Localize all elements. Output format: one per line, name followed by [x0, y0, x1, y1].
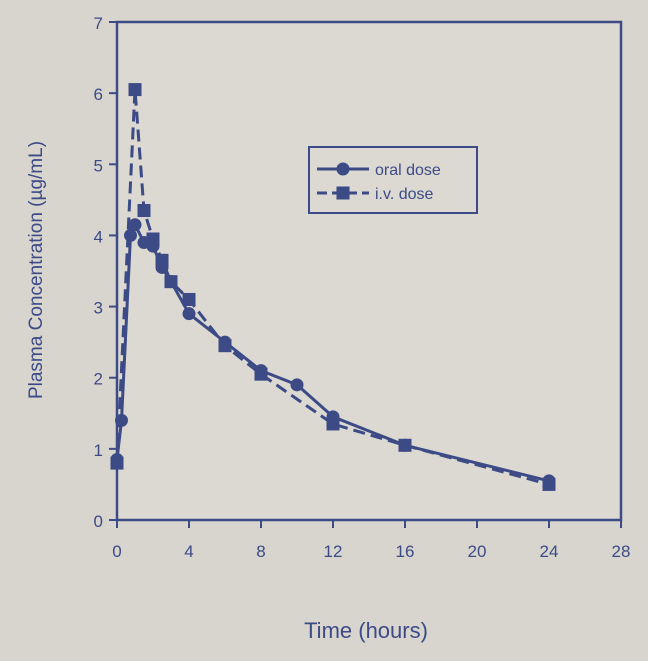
x-tick-label: 0 — [112, 542, 121, 561]
x-tick-label: 24 — [540, 542, 559, 561]
legend-label: i.v. dose — [375, 186, 434, 203]
data-point — [326, 417, 340, 431]
legend-label: oral dose — [375, 162, 441, 179]
legend-box — [308, 146, 478, 214]
x-tick-label: 4 — [184, 542, 193, 561]
legend-item: oral dose — [317, 162, 441, 179]
plot-frame — [115, 20, 623, 522]
legend-item: i.v. dose — [317, 186, 434, 203]
y-tick-label: 5 — [94, 156, 103, 175]
y-tick-label: 7 — [94, 14, 103, 33]
y-tick-label: 0 — [94, 512, 103, 531]
x-tick-label: 12 — [324, 542, 343, 561]
data-point — [254, 367, 268, 381]
x-tick-label: 28 — [612, 542, 631, 561]
series-line — [115, 88, 550, 486]
y-tick-label: 4 — [94, 227, 103, 246]
data-point — [110, 456, 124, 470]
x-tick-label: 20 — [468, 542, 487, 561]
data-point — [115, 413, 128, 427]
x-tick-label: 8 — [256, 542, 265, 561]
y-tick-label: 6 — [94, 85, 103, 104]
x-tick-label: 16 — [396, 542, 415, 561]
y-tick-label: 2 — [94, 370, 103, 389]
data-point — [182, 307, 196, 321]
legend-marker — [336, 186, 350, 200]
data-point — [128, 218, 142, 232]
legend: oral dose i.v. dose — [308, 146, 478, 214]
y-tick-label: 1 — [94, 441, 103, 460]
data-point — [218, 339, 232, 353]
data-point — [164, 275, 178, 289]
data-point — [155, 253, 169, 267]
series-group — [110, 83, 556, 491]
data-point — [290, 378, 304, 392]
x-axis-label: Time (hours) — [304, 618, 428, 643]
legend-marker — [336, 162, 350, 176]
data-point — [542, 477, 556, 491]
data-point — [146, 232, 160, 246]
series-i-v-dose — [110, 83, 556, 491]
data-point — [137, 204, 151, 218]
data-point — [398, 438, 412, 452]
data-point — [182, 292, 196, 306]
data-point — [128, 83, 142, 97]
y-tick-label: 3 — [94, 299, 103, 318]
y-axis-label: Plasma Concentration (µg/mL) — [26, 141, 47, 399]
